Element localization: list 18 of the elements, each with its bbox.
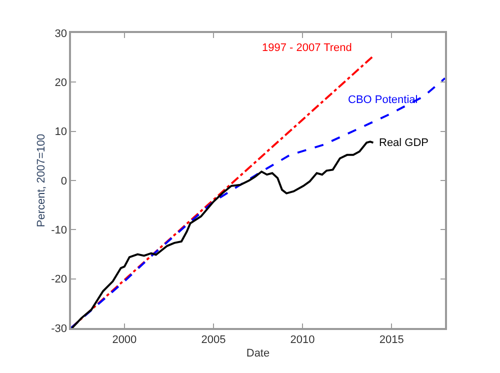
- y-tick-label: 20: [54, 77, 68, 90]
- line-series: [71, 140, 374, 328]
- y-tick-label: -20: [51, 274, 68, 286]
- series-label: Real GDP: [379, 137, 429, 149]
- x-tick-label: 2015: [379, 334, 404, 346]
- x-tick-label: 2005: [201, 334, 226, 346]
- x-tick-label: 2000: [112, 334, 137, 346]
- y-tick-label: 0: [60, 175, 68, 188]
- y-tick-label: -30: [51, 322, 68, 335]
- series-label: 1997 - 2007 Trend: [262, 42, 352, 54]
- y-tick-label: 30: [54, 28, 68, 40]
- series-label: CBO Potential: [348, 94, 418, 106]
- line-series: [71, 77, 445, 328]
- y-tick-label: -10: [51, 224, 68, 237]
- y-axis-title: Percent, 2007=100: [35, 134, 48, 228]
- x-tick-label: 2010: [290, 334, 315, 346]
- x-axis-title: Date: [246, 348, 270, 360]
- y-tick-label: 10: [54, 126, 68, 138]
